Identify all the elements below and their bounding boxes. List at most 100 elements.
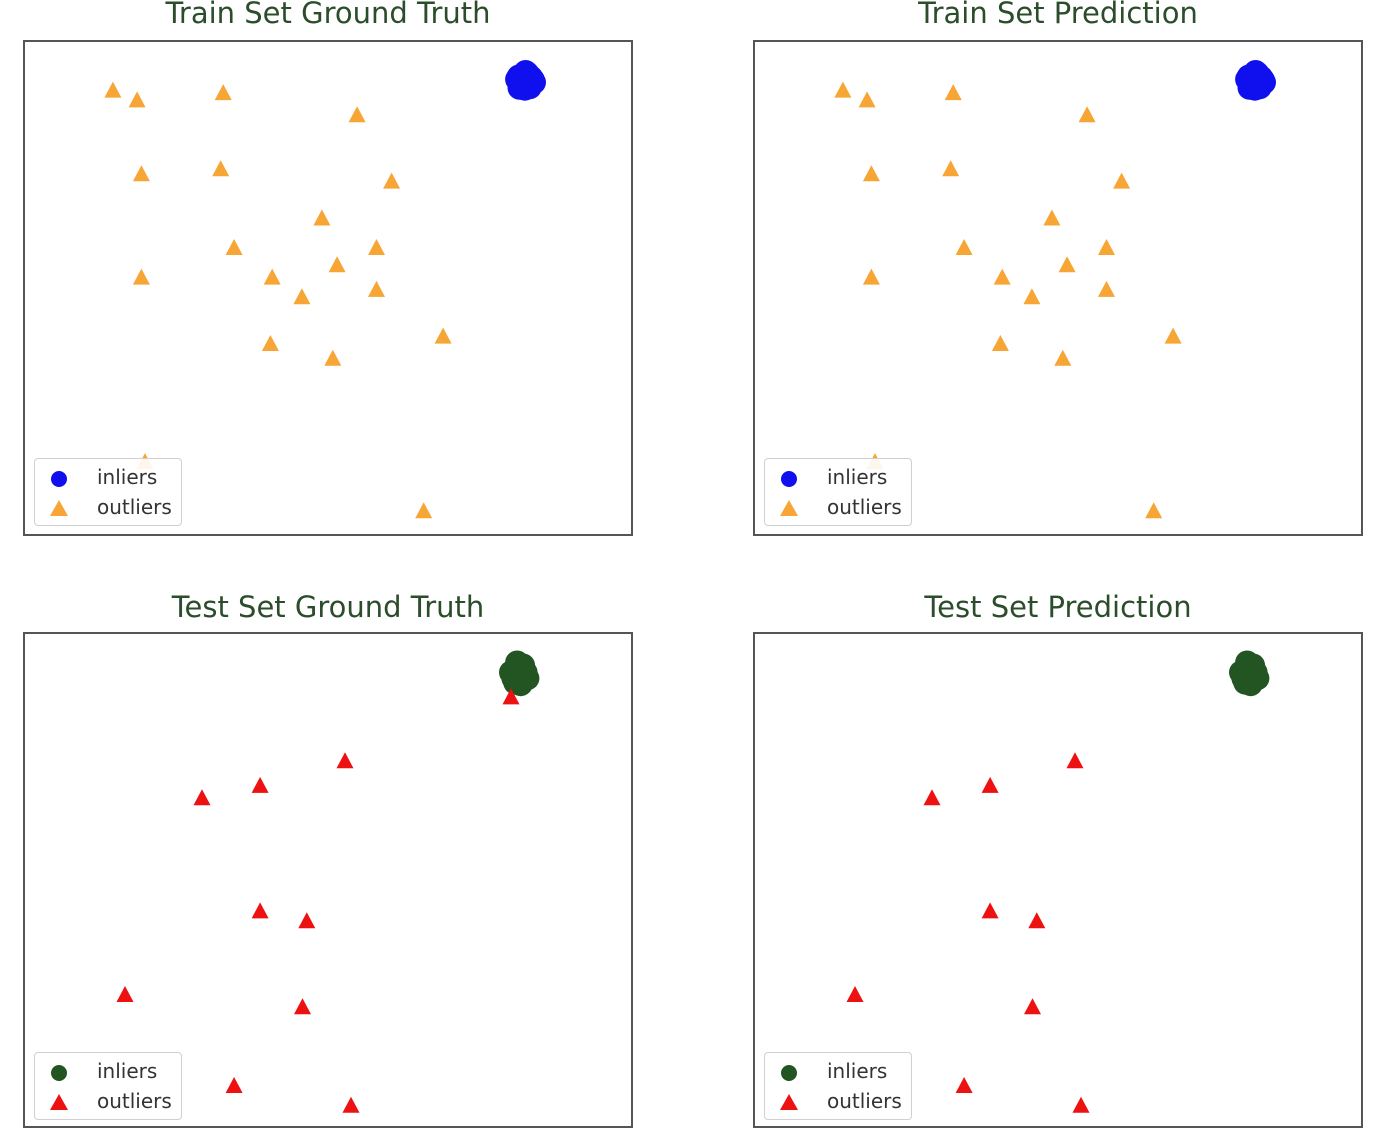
outlier-point — [294, 998, 311, 1015]
outlier-point — [1078, 106, 1096, 123]
outlier-point — [862, 268, 880, 285]
legend-item-inliers: inliers — [35, 1057, 181, 1087]
legend-label: inliers — [827, 465, 888, 489]
outlier-point — [955, 239, 973, 255]
outlier-point — [955, 1077, 973, 1093]
outlier-point — [348, 106, 366, 123]
scatter-plot — [116, 650, 540, 1113]
legend-item-outliers: outliers — [765, 493, 911, 523]
scatter-plot — [846, 650, 1270, 1113]
outlier-point — [225, 239, 243, 255]
outlier-point — [251, 776, 269, 793]
outlier-point — [1058, 256, 1076, 273]
legend: inliers outliers — [34, 1052, 182, 1120]
legend-item-inliers: inliers — [35, 463, 181, 493]
outlier-point — [212, 160, 230, 177]
circle-marker-icon — [51, 1065, 67, 1081]
scatter-plot — [834, 60, 1276, 519]
triangle-marker-icon — [780, 500, 798, 516]
outlier-point — [1145, 502, 1163, 519]
plot-area: inliers outliers — [23, 40, 633, 536]
legend-label: inliers — [97, 465, 158, 489]
outlier-point — [993, 268, 1011, 285]
outlier-point — [298, 912, 316, 929]
legend-label: outliers — [827, 495, 902, 519]
outlier-point — [1113, 172, 1131, 189]
outlier-point — [342, 1096, 360, 1113]
outlier-point — [128, 91, 146, 108]
outlier-point — [991, 335, 1009, 351]
legend-label: outliers — [97, 495, 172, 519]
outlier-point — [858, 91, 876, 108]
outlier-point — [923, 789, 941, 806]
outlier-point — [251, 902, 269, 919]
outlier-point — [104, 81, 122, 98]
outlier-point — [293, 288, 311, 305]
outlier-point — [1098, 280, 1115, 297]
outlier-point — [942, 160, 960, 177]
outlier-point — [1072, 1096, 1090, 1113]
circle-marker-icon — [781, 1065, 797, 1081]
circle-marker-icon — [781, 471, 797, 487]
outlier-point — [263, 268, 281, 285]
outlier-point — [261, 335, 279, 351]
legend-item-outliers: outliers — [35, 1087, 181, 1117]
outlier-point — [116, 986, 134, 1002]
outlier-point — [368, 280, 385, 297]
outlier-point — [383, 172, 401, 189]
inlier-point — [503, 670, 528, 695]
outlier-point — [1043, 209, 1061, 226]
chart-title: Test Set Ground Truth — [171, 590, 485, 624]
legend-label: outliers — [827, 1089, 902, 1113]
legend-label: inliers — [827, 1059, 888, 1083]
chart-title: Train Set Ground Truth — [165, 0, 491, 30]
outlier-point — [434, 327, 452, 344]
legend-item-inliers: inliers — [765, 463, 911, 493]
legend-item-outliers: outliers — [35, 493, 181, 523]
chart-title: Test Set Prediction — [924, 590, 1192, 624]
plot-area: inliers outliers — [23, 632, 633, 1128]
chart-title: Train Set Prediction — [918, 0, 1198, 30]
outlier-point — [415, 502, 433, 519]
outlier-point — [324, 349, 342, 366]
outlier-point — [981, 776, 999, 793]
inlier-point — [1241, 65, 1266, 90]
outlier-point — [981, 902, 999, 919]
outlier-point — [944, 84, 962, 101]
outlier-point — [1054, 349, 1072, 366]
circle-marker-icon — [51, 471, 67, 487]
legend-label: inliers — [97, 1059, 158, 1083]
inlier-point — [511, 65, 536, 90]
outlier-point — [328, 256, 346, 273]
outlier-point — [834, 81, 852, 98]
outlier-point — [368, 239, 385, 255]
outlier-point — [862, 165, 880, 182]
outlier-point — [132, 268, 150, 285]
outlier-point — [132, 165, 150, 182]
legend-item-outliers: outliers — [765, 1087, 911, 1117]
triangle-marker-icon — [50, 1094, 68, 1110]
legend: inliers outliers — [764, 1052, 912, 1120]
outlier-point — [193, 789, 211, 806]
outlier-point — [1028, 912, 1046, 929]
outlier-point — [225, 1077, 243, 1093]
legend-item-inliers: inliers — [765, 1057, 911, 1087]
outlier-point — [502, 688, 520, 705]
outlier-point — [1023, 288, 1041, 305]
outlier-point — [313, 209, 331, 226]
outlier-point — [1098, 239, 1115, 255]
plot-area: inliers outliers — [753, 632, 1363, 1128]
outlier-point — [336, 752, 354, 769]
triangle-marker-icon — [780, 1094, 798, 1110]
legend: inliers outliers — [34, 458, 182, 526]
outlier-point — [1024, 998, 1041, 1015]
triangle-marker-icon — [50, 500, 68, 516]
legend: inliers outliers — [764, 458, 912, 526]
outlier-point — [214, 84, 232, 101]
plot-area: inliers outliers — [753, 40, 1363, 536]
outlier-point — [1066, 752, 1084, 769]
scatter-plot — [104, 60, 546, 519]
outlier-point — [846, 986, 864, 1002]
legend-label: outliers — [97, 1089, 172, 1113]
inlier-point — [1233, 670, 1258, 695]
